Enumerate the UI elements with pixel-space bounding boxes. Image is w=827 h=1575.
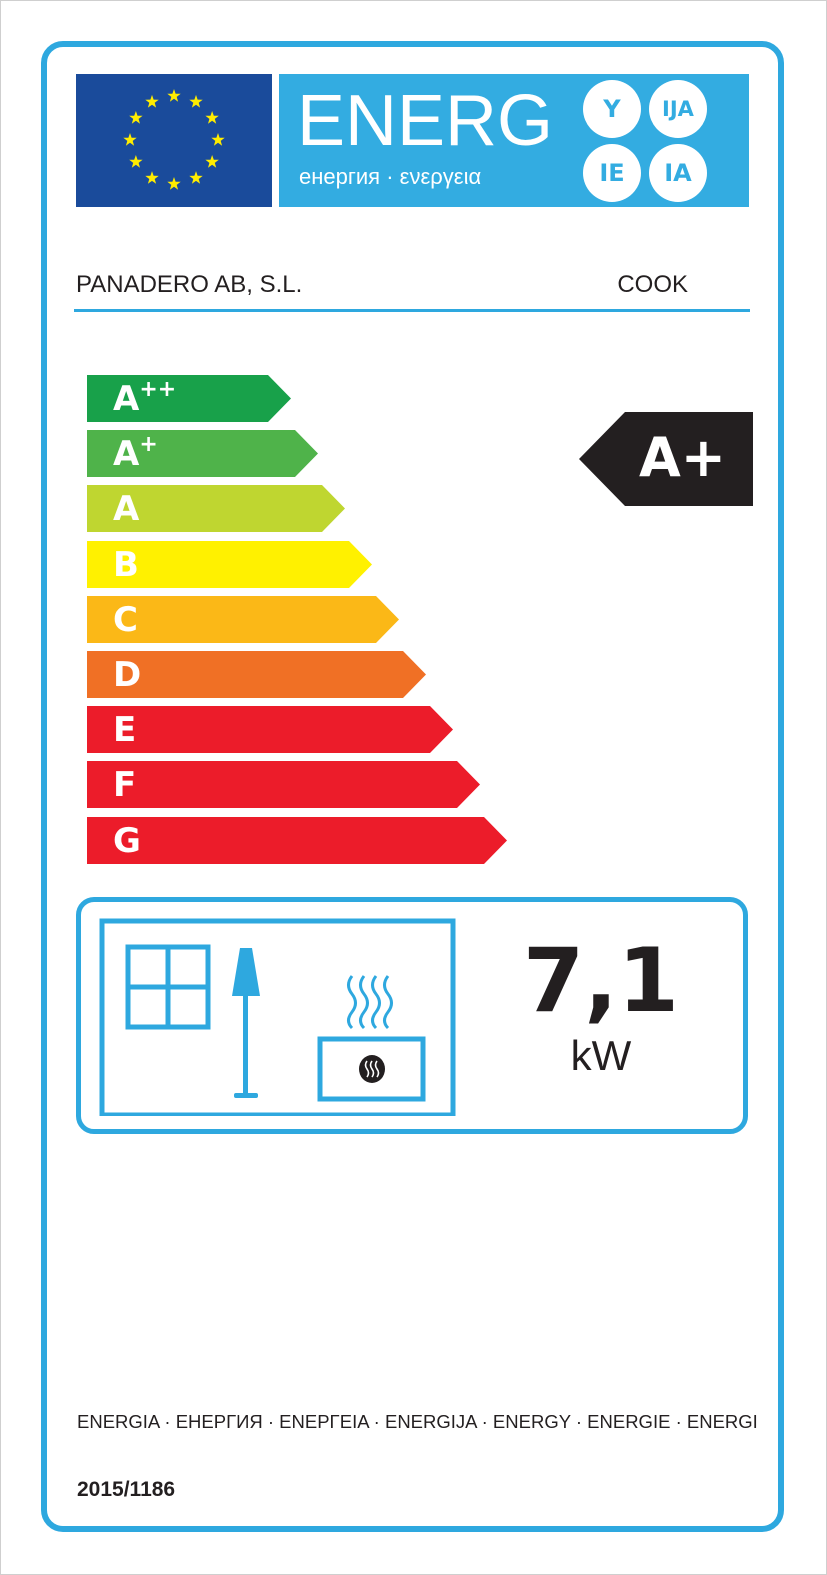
star-icon	[167, 177, 181, 190]
room-heating-pictogram	[99, 918, 456, 1116]
star-icon	[205, 111, 219, 124]
scale-bar-label: B	[113, 545, 139, 585]
class-letter: G	[113, 820, 141, 861]
star-icon	[145, 171, 159, 184]
energy-languages: ENERGIA · ЕНЕРГИЯ · ΕΝΕΡΓΕΙΑ · ENERGIJA …	[77, 1411, 758, 1432]
class-letter: F	[113, 765, 137, 806]
lamp-icon	[232, 948, 260, 1098]
suffix-ie: IE	[583, 144, 641, 202]
energy-banner: ENERG енергия · ενεργεια Y IJA IE IA	[279, 74, 749, 207]
class-letter: C	[113, 599, 138, 640]
star-icon	[189, 171, 203, 184]
rating-value: A+	[639, 426, 727, 489]
scale-bar-d: D	[87, 651, 426, 698]
heater-icon	[317, 975, 426, 1102]
scale-bar-label: A	[113, 489, 139, 529]
star-icon	[123, 133, 137, 146]
scale-bar-e: E	[87, 706, 453, 754]
star-icon	[129, 111, 143, 124]
heat-output: 7,1 kW	[471, 931, 731, 1081]
heat-output-box	[76, 897, 748, 1134]
rating-indicator: A+	[579, 412, 753, 506]
star-icon	[129, 155, 143, 168]
banner-title: ENERG	[297, 81, 554, 161]
scale-bar-aplusplus: A++	[87, 375, 291, 422]
class-plus: ++	[139, 377, 177, 402]
scale-bar-c: C	[87, 595, 399, 643]
scale-bar-label: C	[113, 600, 138, 640]
star-icon	[167, 89, 181, 102]
star-icon	[145, 94, 159, 108]
scale-bar-f: F	[87, 761, 480, 809]
suffix-ija: IJA	[649, 80, 707, 138]
class-letter: A	[113, 434, 140, 475]
scale-bar-label: F	[113, 765, 136, 805]
class-plus: +	[139, 432, 158, 458]
scale-bar-label: D	[113, 655, 141, 695]
eu-flag-icon	[76, 74, 272, 207]
scale-bar-g: G	[87, 816, 507, 864]
scale-bar-label: A++	[113, 377, 177, 419]
star-icon	[189, 94, 203, 108]
class-letter: D	[113, 655, 142, 695]
regulation-number: 2015/1186	[77, 1478, 176, 1501]
scale-bar-aplus: A+	[87, 430, 318, 478]
divider	[74, 309, 750, 312]
supplier-name: PANADERO AB, S.L.	[76, 271, 303, 298]
scale-bar-b: B	[87, 540, 372, 588]
label-frame	[41, 41, 784, 1532]
scale-bar-label: G	[113, 821, 141, 861]
model-name: COOK	[617, 271, 688, 298]
class-letter: E	[113, 710, 137, 751]
class-letter: A	[113, 379, 140, 419]
class-letter: B	[113, 544, 139, 585]
scale-bar-a: A	[87, 485, 345, 533]
room-outline	[99, 918, 456, 1116]
banner-subtitle: енергия · ενεργεια	[299, 164, 482, 189]
star-icon	[205, 155, 219, 168]
class-letter: A	[113, 489, 140, 530]
heat-output-unit: kW	[570, 1032, 632, 1079]
scale-bar-label: A+	[113, 432, 158, 475]
star-icon	[211, 133, 225, 146]
scale-bar-label: E	[113, 710, 136, 750]
suffix-ia: IA	[649, 144, 707, 202]
suffix-y: Y	[583, 80, 641, 138]
heat-output-value: 7,1	[523, 929, 679, 1032]
window-icon	[125, 944, 211, 1030]
